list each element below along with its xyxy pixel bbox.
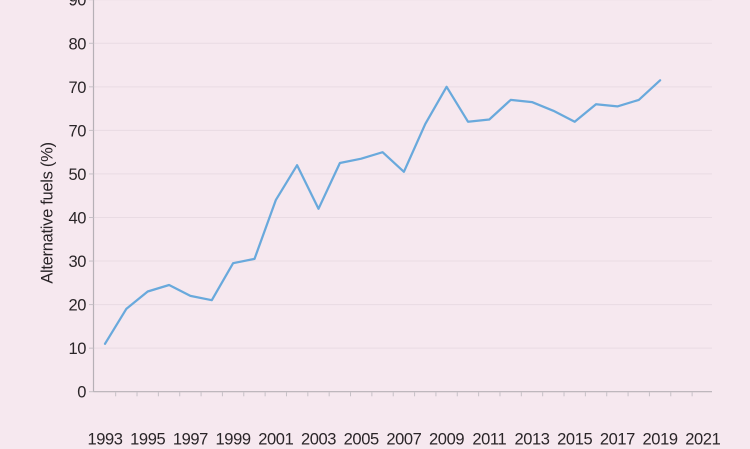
y-tick-label: 70: [68, 79, 86, 97]
x-tick-label: 1993: [87, 431, 122, 449]
x-tick-label: 2013: [514, 431, 549, 449]
x-tick-label: 2011: [472, 431, 506, 449]
data-line-alternative-fuels: [103, 79, 662, 345]
y-tick-label: 40: [68, 209, 86, 227]
y-tick-label: 0: [77, 384, 86, 402]
y-tick-label: 50: [68, 166, 86, 184]
x-tick-label: 2009: [429, 431, 464, 449]
x-tick-label: 2021: [685, 431, 720, 449]
x-tick-label: 2015: [557, 431, 592, 449]
x-tick-label: 2005: [344, 431, 379, 449]
y-tick-label: 80: [68, 35, 86, 53]
y-tick-label: 70: [68, 122, 86, 140]
y-tick-label: 90: [68, 0, 86, 10]
x-tick-label: 1999: [216, 431, 251, 449]
x-tick-label: 2003: [301, 431, 336, 449]
y-tick-label: 30: [68, 253, 86, 271]
x-tick-label: 2007: [386, 431, 421, 449]
x-tick-label: 2017: [600, 431, 635, 449]
x-tick-label: 2019: [643, 431, 678, 449]
x-tick-label: 1997: [173, 431, 208, 449]
y-tick-label: 10: [68, 340, 86, 358]
x-tick-label: 2001: [258, 431, 293, 449]
y-tick-label: 20: [68, 297, 86, 315]
y-axis-title: Alternative fuels (%): [38, 142, 57, 284]
x-tick-label: 1995: [130, 431, 165, 449]
